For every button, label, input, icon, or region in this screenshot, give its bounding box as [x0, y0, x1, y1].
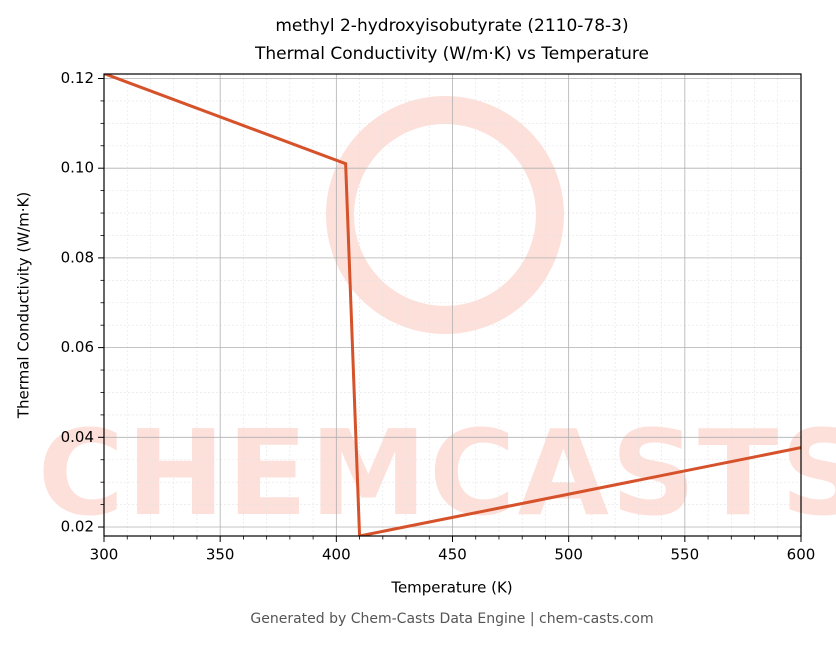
x-tick-label: 400 — [322, 546, 351, 564]
x-axis-label: Temperature (K) — [390, 579, 512, 597]
chart-title: Thermal Conductivity (W/m·K) vs Temperat… — [254, 44, 649, 64]
x-tick-label: 300 — [90, 546, 119, 564]
watermark-logo — [326, 96, 564, 334]
y-tick-label: 0.08 — [61, 248, 94, 266]
y-axis-label: Thermal Conductivity (W/m·K) — [15, 192, 33, 419]
x-tick-label: 600 — [787, 546, 816, 564]
y-tick-label: 0.06 — [61, 338, 94, 356]
x-tick-label: 450 — [438, 546, 467, 564]
y-tick-label: 0.02 — [61, 518, 94, 536]
x-tick-label: 550 — [671, 546, 700, 564]
plot-frame — [103, 73, 802, 537]
footer: Generated by Chem-Casts Data Engine | ch… — [250, 611, 653, 627]
y-tick-label: 0.04 — [61, 428, 94, 446]
x-tick-label: 350 — [206, 546, 235, 564]
x-tick-label: 500 — [554, 546, 583, 564]
chart-title: methyl 2-hydroxyisobutyrate (2110-78-3) — [275, 16, 628, 36]
y-tick-label: 0.12 — [61, 69, 94, 87]
data-line — [104, 74, 801, 536]
y-tick-label: 0.10 — [61, 159, 94, 177]
